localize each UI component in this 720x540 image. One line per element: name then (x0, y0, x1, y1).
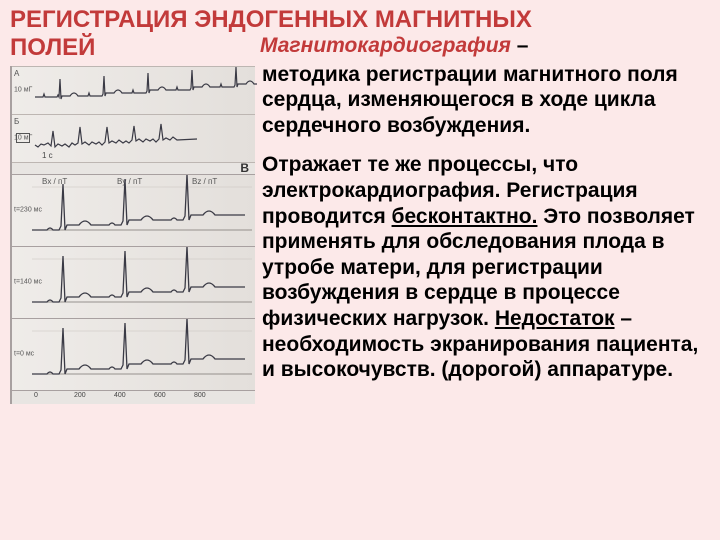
title-line1: РЕГИСТРАЦИЯ ЭНДОГЕННЫХ МАГНИТНЫХ (10, 6, 710, 34)
strip-bx: t=230 мс Bx / пТ By / пТ Bz / пТ (12, 174, 255, 246)
x-tick-3: 600 (154, 392, 166, 399)
chart-column: А 10 мГ Б 10 мГ 1 с В t=230 м (10, 62, 260, 404)
strip-b: Б 10 мГ 1 с (12, 114, 255, 162)
para2-under2: Недостаток (495, 307, 615, 330)
waveform-a (12, 67, 257, 115)
strip-bz: t=0 мс (12, 318, 255, 390)
term: Магнитокардиография (260, 34, 511, 57)
x-tick-1: 200 (74, 392, 86, 399)
strip-a: А 10 мГ (12, 66, 255, 114)
section-b: t=230 мс Bx / пТ By / пТ Bz / пТ t=140 м… (12, 174, 255, 390)
title-line2-left: ПОЛЕЙ (10, 34, 260, 62)
x-tick-4: 800 (194, 392, 206, 399)
time-marker: 1 с (42, 151, 53, 160)
x-axis: 0 200 400 600 800 (12, 390, 255, 404)
x-tick-2: 400 (114, 392, 126, 399)
term-dash: – (511, 34, 529, 57)
waveform-bz (12, 319, 257, 391)
b-section-marker: В (240, 161, 249, 175)
chart-box: А 10 мГ Б 10 мГ 1 с В t=230 м (10, 66, 255, 404)
strip-by: t=140 мс (12, 246, 255, 318)
paragraph-1: методика регистрации магнитного поля сер… (262, 62, 710, 139)
waveform-bx (12, 175, 257, 247)
text-column: методика регистрации магнитного поля сер… (260, 62, 710, 404)
section-divider: В (12, 162, 255, 174)
term-line: Магнитокардиография – (260, 34, 710, 62)
waveform-by (12, 247, 257, 319)
paragraph-2: Отражает те же процессы, что электрокард… (262, 152, 710, 382)
x-tick-0: 0 (34, 392, 38, 399)
para2-under1: бесконтактно. (392, 205, 538, 228)
